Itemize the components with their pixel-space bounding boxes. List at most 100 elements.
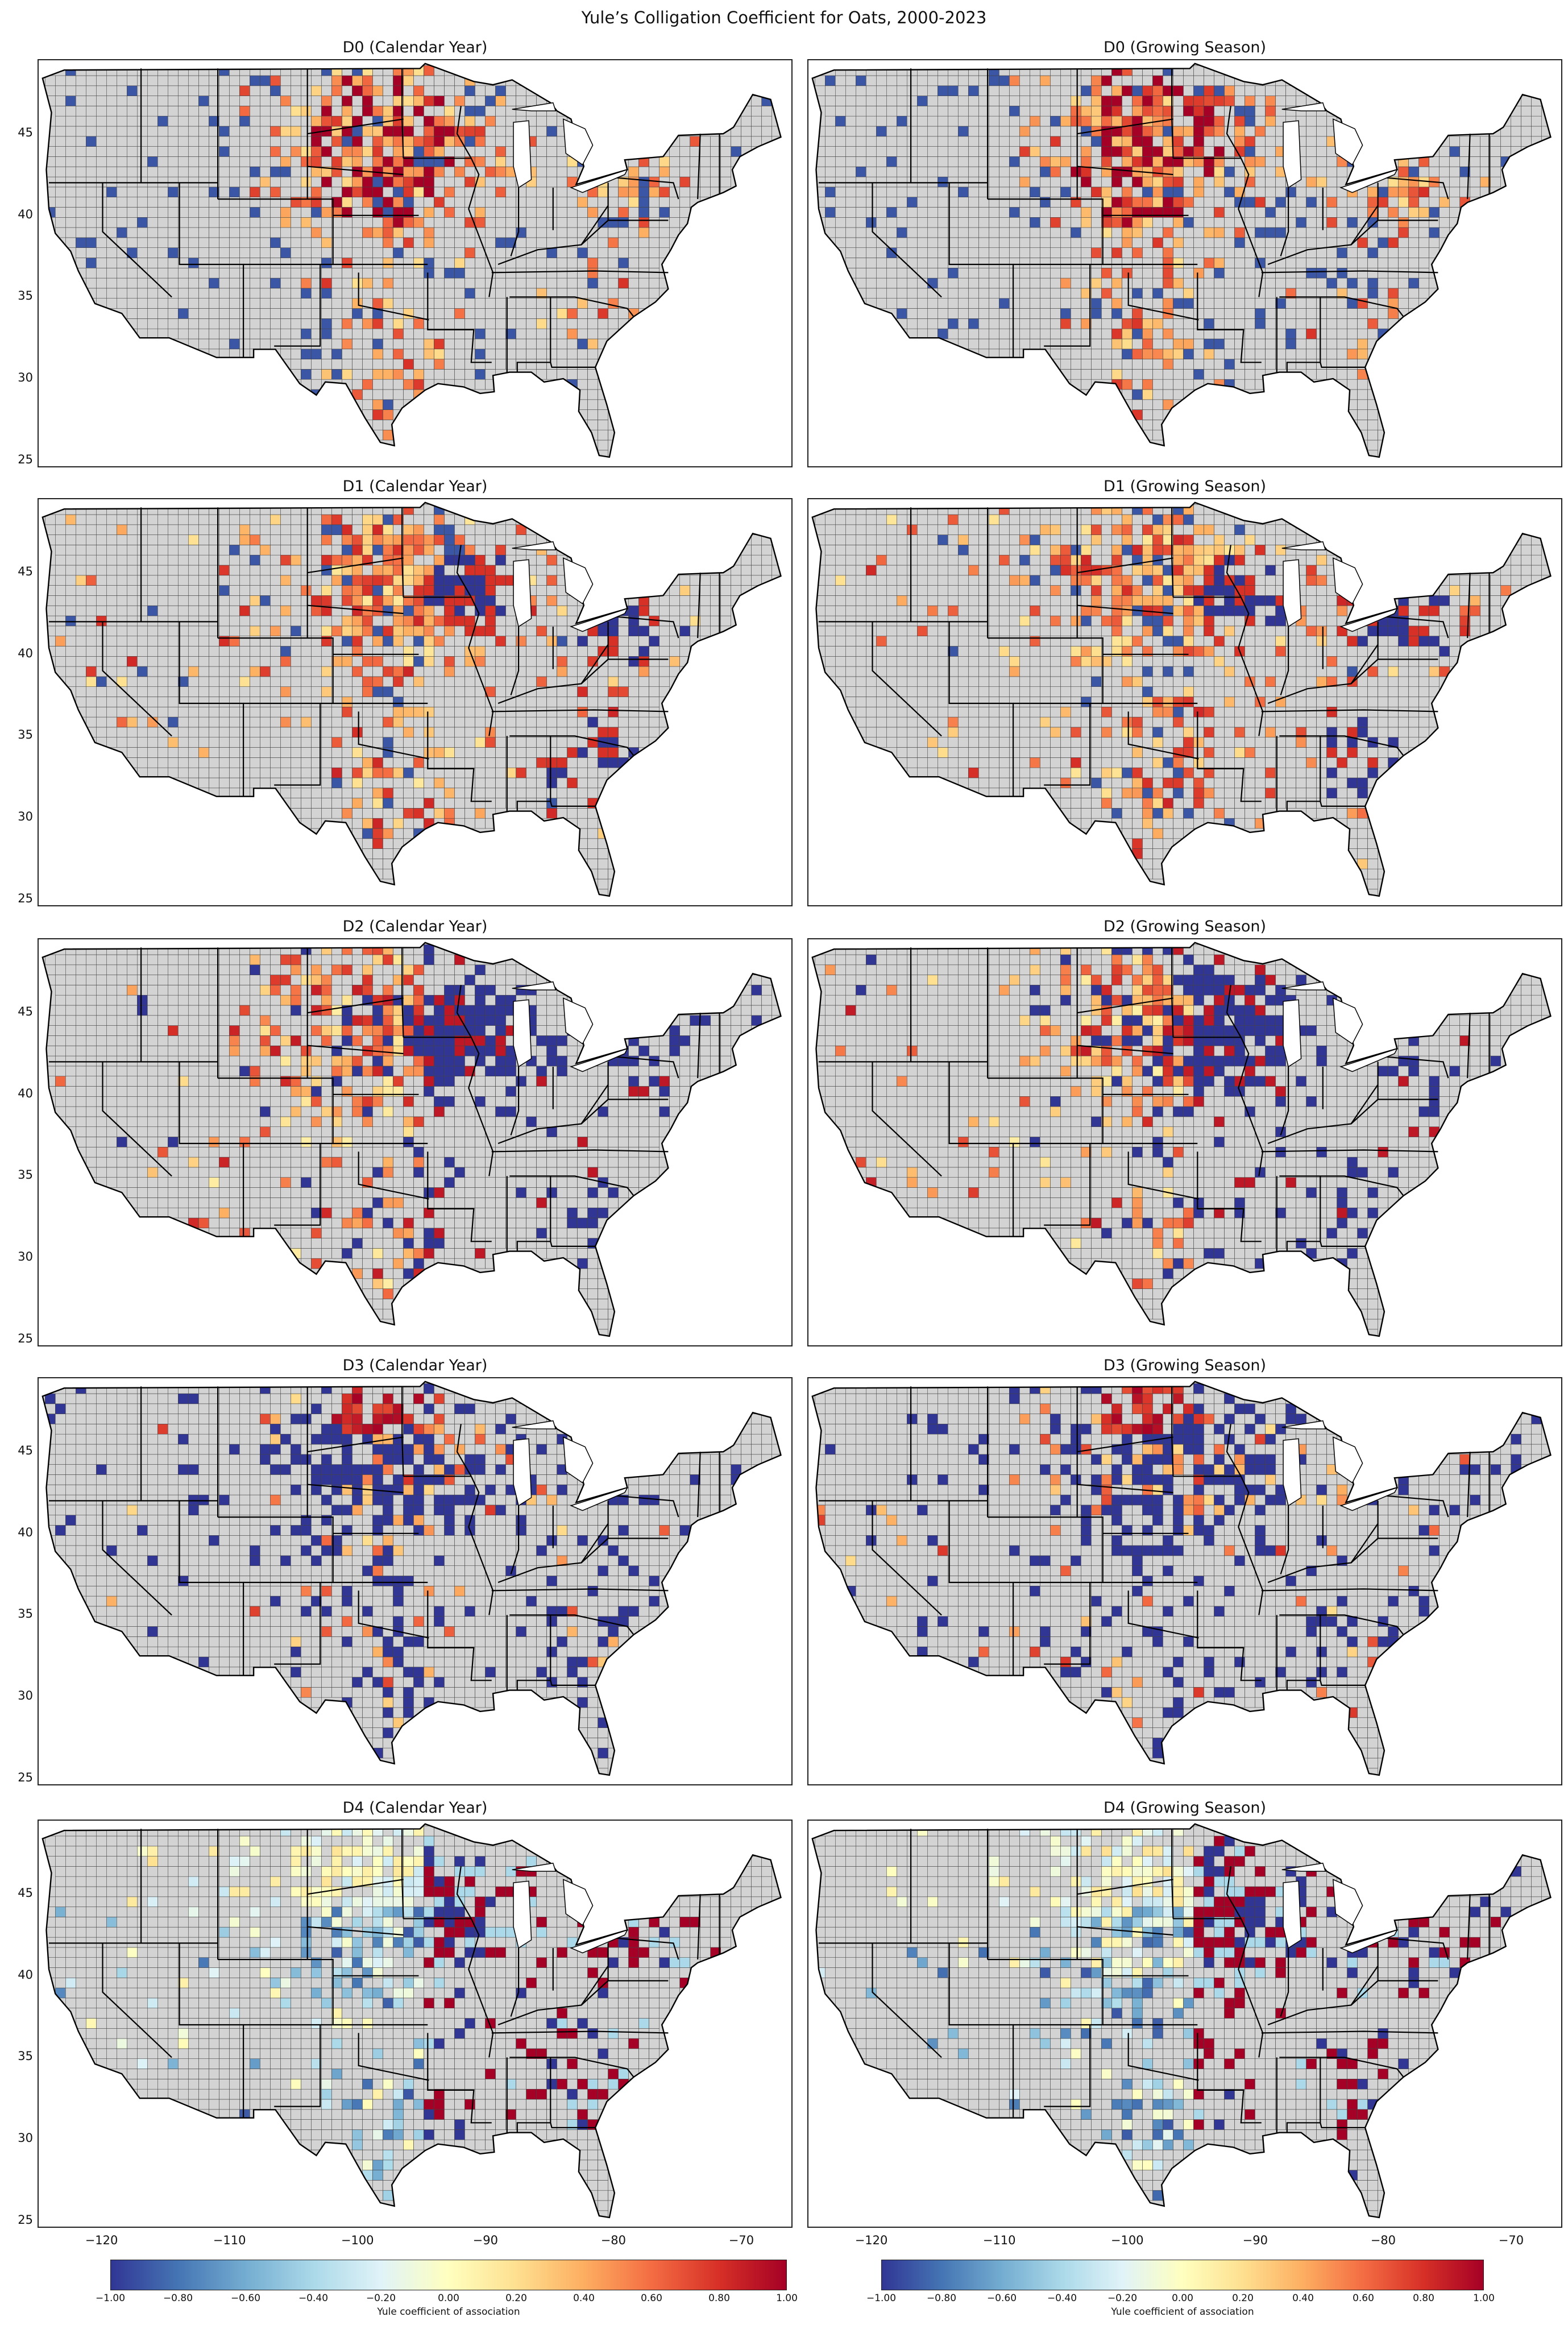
state-boundaries (49, 507, 720, 811)
colorbar-tick-label: 1.00 (776, 2293, 798, 2304)
map-panel-d1-growing-season (807, 498, 1562, 906)
county-cells (45, 944, 781, 1336)
map-panel-d1-calendar-year (38, 498, 793, 906)
lake-shape (1339, 169, 1398, 193)
county-cells (815, 1825, 1551, 2218)
county-cells (815, 1383, 1551, 1775)
map-panel-d3-growing-season (807, 1377, 1562, 1785)
x-tick-label: −110 (982, 2233, 1016, 2247)
colorbar-tick-label: 0.20 (1232, 2293, 1254, 2304)
lake-shape (1281, 1862, 1326, 1872)
panel-title: D1 (Growing Season) (1104, 478, 1266, 495)
choropleth-map (42, 1823, 782, 2219)
colorbar-tick-label: −0.80 (163, 2293, 193, 2304)
lake-shape (1281, 541, 1326, 550)
county-cells (45, 1825, 781, 2218)
lake-shape (1332, 1436, 1363, 1483)
y-tick-label: 25 (18, 2212, 33, 2227)
x-tick-label: −110 (213, 2233, 246, 2247)
us-outline (42, 1381, 782, 1776)
y-tick-label: 45 (18, 565, 33, 579)
colorbar-tick-label: 0.40 (1292, 2293, 1314, 2304)
x-tick-label: −70 (728, 2233, 754, 2247)
lake-shape (1283, 999, 1302, 1068)
state-boundaries (819, 947, 1490, 1251)
county-cells (45, 65, 781, 457)
lake-shape (512, 102, 557, 111)
state-boundaries (819, 68, 1490, 372)
map-panel-d3-calendar-year (38, 1377, 793, 1785)
lake-shape (570, 1487, 628, 1511)
lake-shape (512, 541, 557, 550)
lake-shape (513, 1438, 532, 1507)
lake-shape (1332, 1879, 1363, 1926)
panel-title: D3 (Calendar Year) (342, 1357, 488, 1374)
y-tick-label: 30 (18, 1689, 33, 1703)
y-tick-label: 40 (18, 207, 33, 221)
lake-shape (562, 118, 594, 165)
colorbar-tick-label: 0.60 (641, 2293, 662, 2304)
panel-title: D2 (Calendar Year) (342, 918, 488, 935)
lake-shape (562, 1879, 594, 1926)
colorbar-tick-label: −0.60 (230, 2293, 261, 2304)
choropleth-map (42, 502, 782, 897)
lake-shape (1281, 102, 1326, 111)
colorbar-tick-label: −1.00 (95, 2293, 126, 2304)
y-tick-label: 30 (18, 371, 33, 385)
y-tick-label: 25 (18, 1331, 33, 1345)
choropleth-map (811, 502, 1552, 897)
lake-shape (1332, 557, 1363, 604)
lake-shape (1332, 118, 1363, 165)
choropleth-map (811, 1823, 1552, 2219)
lake-shape (512, 1862, 557, 1872)
colorbar-tick-label: 0.20 (505, 2293, 527, 2304)
county-cells (815, 504, 1551, 896)
state-boundaries (49, 947, 720, 1251)
lake-shape (513, 559, 532, 628)
panel-title: D0 (Calendar Year) (342, 39, 488, 56)
colorbar-tick-label: 0.60 (1353, 2293, 1374, 2304)
lake-shape (512, 981, 557, 991)
x-tick-label: −100 (1110, 2233, 1144, 2247)
lake-shape (570, 608, 628, 632)
lake-shape (513, 120, 532, 189)
map-panel-d0-calendar-year (38, 59, 793, 467)
y-tick-label: 35 (18, 289, 33, 303)
lake-shape (1332, 997, 1363, 1045)
panel-title: D0 (Growing Season) (1104, 39, 1266, 56)
y-tick-label: 30 (18, 1250, 33, 1264)
x-tick-label: −100 (341, 2233, 374, 2247)
x-tick-label: −120 (854, 2233, 888, 2247)
colorbar-tick-label: −1.00 (866, 2293, 897, 2304)
colorbar-tick-label: −0.60 (986, 2293, 1017, 2304)
y-tick-label: 40 (18, 1967, 33, 1982)
lake-shape (512, 1420, 557, 1429)
state-boundaries (49, 1386, 720, 1690)
lake-shape (1283, 559, 1302, 628)
county-cells (45, 1383, 781, 1775)
lake-shape (562, 1436, 594, 1483)
panel-title: D3 (Growing Season) (1104, 1357, 1266, 1374)
us-outline (42, 63, 782, 458)
y-tick-label: 40 (18, 1086, 33, 1100)
y-tick-label: 35 (18, 1607, 33, 1621)
choropleth-map (811, 1381, 1552, 1776)
lake-shape (513, 999, 532, 1068)
colorbar-tick-label: −0.40 (1047, 2293, 1077, 2304)
colorbar-label: Yule coefficient of association (377, 2306, 520, 2318)
county-cells (45, 504, 781, 896)
colorbar-tick-label: −0.20 (1107, 2293, 1138, 2304)
map-panel-d0-growing-season (807, 59, 1562, 467)
us-outline (811, 1381, 1552, 1776)
colorbar-tick-label: −0.20 (366, 2293, 396, 2304)
colorbar-tick-label: 0.80 (708, 2293, 730, 2304)
y-tick-label: 35 (18, 2049, 33, 2063)
county-cells (815, 65, 1551, 457)
colorbar-tick-label: −0.80 (926, 2293, 957, 2304)
panel-title: D4 (Growing Season) (1104, 1799, 1266, 1817)
panel-title: D2 (Growing Season) (1104, 918, 1266, 935)
lake-shape (1339, 1048, 1398, 1072)
colorbar-tick-label: −0.40 (298, 2293, 329, 2304)
colorbar-right (881, 2260, 1484, 2290)
lake-shape (1281, 1420, 1326, 1429)
